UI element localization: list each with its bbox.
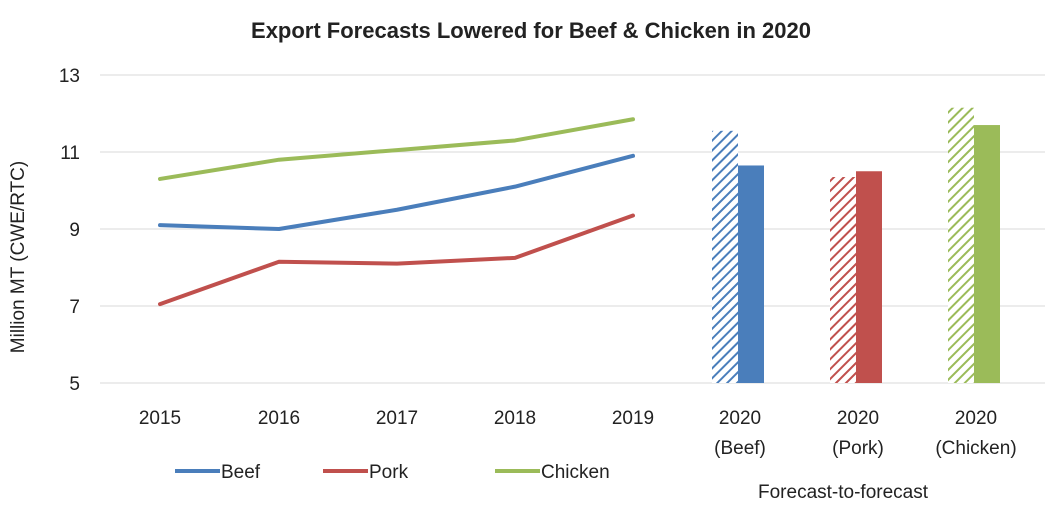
- bar-current-forecast: [738, 165, 764, 383]
- bar-current-forecast: [974, 125, 1000, 384]
- y-tick-label: 5: [69, 374, 80, 395]
- x-tick-label: 2015: [139, 408, 181, 429]
- legend-label: Pork: [369, 462, 409, 483]
- x-tick-label: 2016: [258, 408, 300, 429]
- legend-label: Chicken: [541, 462, 610, 483]
- y-tick-label: 11: [60, 143, 80, 164]
- x-tick-label: (Pork): [832, 438, 884, 459]
- bar-previous-forecast: [830, 177, 856, 383]
- series-line-chicken: [158, 117, 635, 181]
- x-tick-label: (Chicken): [935, 438, 1016, 459]
- x-tick-label: 2020: [837, 408, 879, 429]
- y-axis-label: Million MT (CWE/RTC): [8, 161, 29, 353]
- x-tick-label: 2020: [719, 408, 761, 429]
- series-line-pork: [158, 213, 635, 307]
- x-tick-label: 2017: [376, 408, 418, 429]
- series-lines: [158, 117, 635, 307]
- x-axis-labels: 2020 (Beef) 2020 (Pork) 2020 (Chicken) 2015 201…: [139, 408, 1017, 459]
- bar-previous-forecast: [948, 107, 974, 383]
- legend-label: Beef: [221, 462, 261, 483]
- x-tick-label: 2019: [612, 408, 654, 429]
- bar-current-forecast: [856, 171, 882, 383]
- forecast-bars: [712, 107, 1000, 384]
- bar-previous-forecast: [712, 130, 738, 383]
- grid-layer: 5 7 9 11 13: [59, 66, 1045, 395]
- x-tick-label: 2020: [955, 408, 997, 429]
- x-tick-label: 2018: [494, 408, 536, 429]
- forecast-group-label: Forecast-to-forecast: [758, 482, 929, 503]
- y-tick-label: 13: [59, 66, 80, 87]
- legend: Beef Pork Chicken: [175, 462, 610, 483]
- x-tick-label: (Beef): [714, 438, 766, 459]
- chart-title: Export Forecasts Lowered for Beef & Chic…: [251, 18, 811, 43]
- y-tick-label: 7: [69, 297, 80, 318]
- series-line-beef: [158, 153, 635, 231]
- y-tick-label: 9: [69, 220, 80, 241]
